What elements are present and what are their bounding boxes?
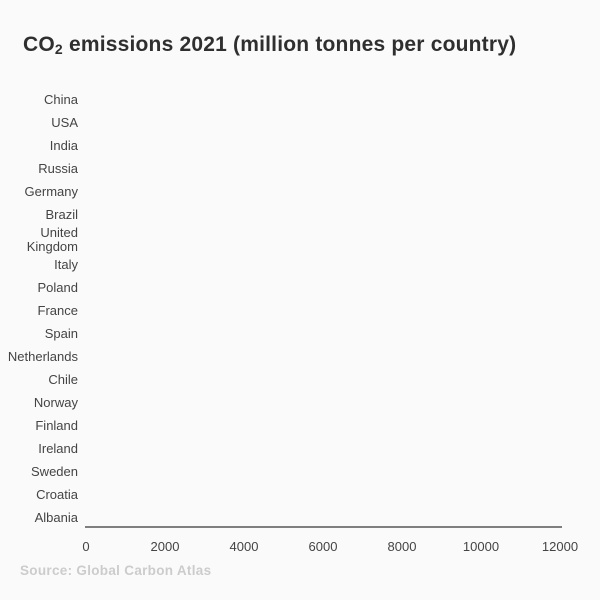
x-tick-4000: 4000 [229,539,259,554]
y-axis-label-poland: Poland [37,279,78,295]
x-tick-6000: 6000 [308,539,338,554]
y-axis-label-netherlands: Netherlands [7,348,78,364]
y-axis-label-albania: Albania [34,509,78,525]
y-axis-label-spain: Spain [44,325,78,341]
x-tick-0: 0 [82,539,90,554]
y-axis-labels: China USA India Russia Germany Brazil Un… [0,88,78,529]
chart-title-subscript: 2 [54,41,63,57]
y-axis-label-norway: Norway [33,394,78,410]
plot-area-empty [85,88,562,526]
chart-title-prefix: CO [23,33,55,56]
x-tick-12000: 12000 [541,539,579,554]
y-axis-label-croatia: Croatia [36,486,78,502]
source-attribution: Source: Global Carbon Atlas [20,563,212,578]
y-axis-label-usa: USA [51,114,78,130]
y-axis-label-russia: Russia [38,160,78,176]
y-axis-label-united-kingdom: United Kingdom [26,225,78,254]
x-axis-tick-labels: 0 2000 4000 6000 8000 10000 12000 [0,539,600,555]
y-axis-label-germany: Germany [24,183,78,199]
chart-title: CO2 emissions 2021 (million tonnes per c… [23,33,516,57]
y-axis-label-italy: Italy [54,256,78,272]
y-axis-label-brazil: Brazil [45,206,78,222]
y-axis-label-france: France [37,302,78,318]
x-tick-2000: 2000 [150,539,180,554]
y-axis-label-china: China [44,91,78,107]
chart-title-suffix: emissions 2021 (million tonnes per count… [62,33,517,56]
y-axis-label-sweden: Sweden [31,463,78,479]
y-axis-label-ireland: Ireland [38,440,78,456]
x-axis-line [85,526,562,528]
x-tick-10000: 10000 [462,539,500,554]
y-axis-label-finland: Finland [35,417,78,433]
y-axis-label-india: India [49,137,78,153]
x-tick-8000: 8000 [387,539,417,554]
y-axis-label-chile: Chile [48,371,78,387]
